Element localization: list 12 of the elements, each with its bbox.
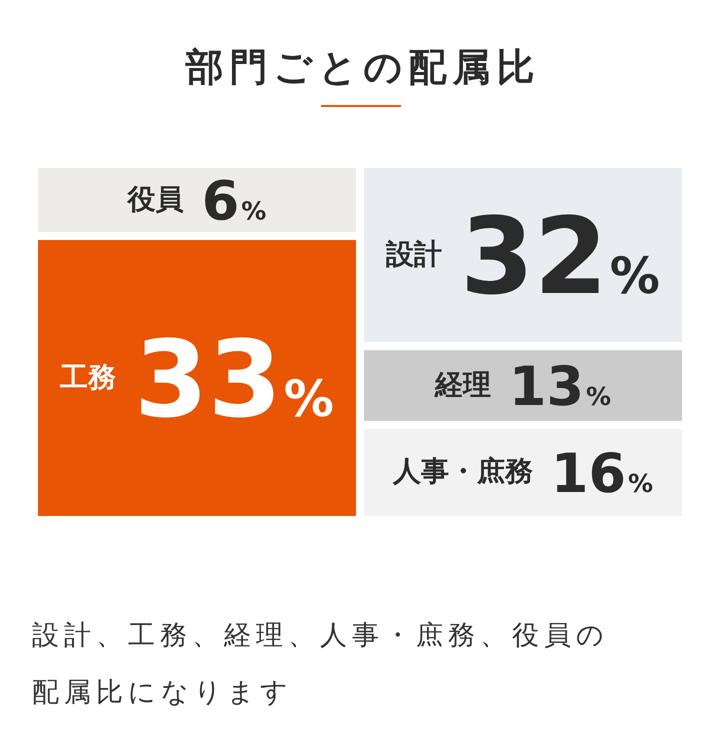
data-label: 6% [202,169,266,232]
data-label: 13% [508,354,612,418]
data-label: 33% [134,318,334,442]
text: 設計、工務、経理、人事・庶務、役員の配属比になります [32,619,610,710]
category-label: 人事・庶務 [392,454,533,488]
category-label: 設計 [385,237,442,270]
data-label: 16% [550,442,654,505]
data-label: 32% [460,195,660,318]
category-label: 経理 [434,368,491,401]
category-label: 工務 [59,360,116,394]
text: 部門ごとの配属比 [184,44,542,91]
category-label: 役員 [126,182,184,216]
